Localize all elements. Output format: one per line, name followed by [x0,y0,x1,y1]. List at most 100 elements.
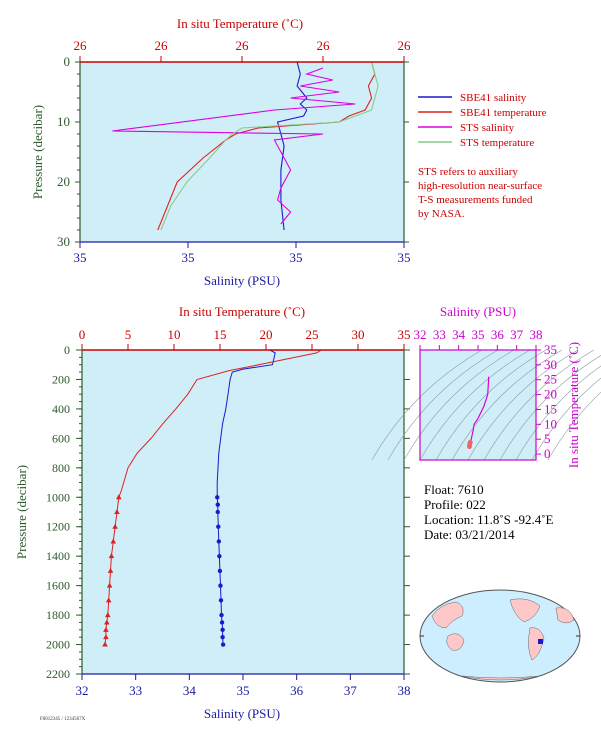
main-ticks [76,344,410,680]
main-series-group [102,349,322,647]
map-ocean [419,589,581,683]
main-pressure-tick-label: 1200 [46,520,70,534]
main-salinity-tick-label: 33 [129,683,142,698]
main-salinity-axis-title: Salinity (PSU) [204,706,280,721]
map-continent-south-america [528,627,545,661]
density-contour [387,349,499,461]
ts-temperature-tick-label: 5 [544,431,551,446]
top-ticks [75,56,409,248]
legend-label: STS salinity [460,122,515,134]
legend-note: T-S measurements funded [418,194,533,206]
temperature-data-point [114,509,120,514]
legend: SBE41 salinity SBE41 temperature STS sal… [418,92,547,220]
map-continent-europe [555,607,575,624]
salinity-data-point [215,502,220,507]
temperature-data-point [104,619,110,625]
top-temperature-tick: 26 [236,38,250,53]
top-temperature-axis-title: In situ Temperature (˚C) [177,16,303,31]
location: Location: 11.8˚S -92.4˚E [424,512,554,527]
main-pressure-tick-label: 1400 [46,549,70,563]
ts-salinity-tick-label: 34 [452,327,466,342]
density-contour [403,349,515,461]
top-series-sts-temperature [160,61,379,231]
main-salinity-tick-label: 36 [290,683,304,698]
density-contour [451,349,563,461]
ts-temperature-tick-label: 25 [544,372,557,387]
density-contour [547,391,601,461]
map-continent-north-america [509,598,541,623]
main-pressure-tick-label: 400 [52,402,70,416]
top-panel: In situ Temperature (˚C) 26 26 26 26 26 … [30,16,411,288]
top-salinity-tick: 35 [290,250,303,265]
ts-panel: Salinity (PSU) 32 33 34 35 36 37 38 0510152025… [371,304,601,468]
density-contour [435,349,547,461]
world-map [419,589,581,683]
top-series-sts-salinity [112,67,356,225]
top-pressure-tick: 10 [57,114,70,129]
salinity-data-point [217,568,223,574]
ts-plot-area [420,350,536,460]
temperature-data-point [102,641,108,647]
profile-number: Profile: 022 [424,497,486,512]
map-continent-antarctica [461,675,541,681]
ts-salinity-tick-label: 37 [510,327,524,342]
ts-salinity-tick-label: 38 [530,327,543,342]
top-pressure-tick: 20 [57,174,70,189]
top-pressure-tick: 0 [64,54,71,69]
main-salinity-tick-label: 35 [237,683,250,698]
float-location-marker [538,639,543,644]
ts-salinity-tick-label: 36 [491,327,505,342]
date: Date: 03/21/2014 [424,527,515,542]
footer-id: F0012345 / 1234567X [40,717,86,722]
ts-salinity-tick-label: 32 [414,327,427,342]
density-contour [531,377,601,461]
main-pressure-tick-label: 2000 [46,638,70,652]
top-salinity-axis-title: Salinity (PSU) [204,273,280,288]
main-salinity-tick-labels: 32 33 34 35 36 37 38 [76,683,411,698]
main-pressure-axis-title: Pressure (decibar) [14,465,29,559]
main-temperature-tick-label: 35 [398,327,411,342]
top-temperature-tick: 26 [398,38,412,53]
salinity-data-point [215,495,220,500]
temperature-data-point [107,567,114,573]
main-pressure-tick-label: 2200 [46,667,70,681]
temperature-data-point [105,597,112,603]
ts-ticks [419,345,541,455]
top-pressure-tick: 30 [57,234,70,249]
legend-note: by NASA. [418,208,465,220]
main-pressure-tick-label: 600 [52,431,70,445]
ts-salinity-tick-label: 33 [433,327,446,342]
main-salinity-tick-label: 38 [398,683,411,698]
top-salinity-tick: 35 [182,250,195,265]
top-plot-area [80,62,404,242]
legend-label: SBE41 salinity [460,92,527,104]
main-temperature-tick-label: 20 [260,327,273,342]
main-salinity-tick-label: 32 [76,683,89,698]
float-info: Float: 7610 Profile: 022 Location: 11.8˚… [424,482,554,542]
top-temperature-tick: 26 [74,38,88,53]
ts-temperature-tick-label: 15 [544,401,557,416]
main-plot-area [82,350,404,674]
main-pressure-tick-label: 1000 [46,490,70,504]
temperature-data-point [106,582,113,588]
salinity-data-point [215,509,220,515]
legend-label: SBE41 temperature [460,107,547,119]
main-temperature-tick-labels: 0 5 10 15 20 25 30 35 [79,327,411,342]
main-temperature-tick-label: 25 [306,327,319,342]
legend-label: STS temperature [460,137,534,149]
salinity-data-point [218,598,224,603]
main-temperature-tick-label: 15 [214,327,227,342]
main-pressure-tick-labels: 0 200 400 600 800 1000 1200 1400 1600 1800 2000 220… [46,343,70,681]
density-contour [499,355,601,461]
ts-temperature-axis-title: In situ Temperature (˚C) [566,342,581,468]
main-pressure-tick-label: 200 [52,372,70,386]
salinity-data-point [220,634,225,640]
density-contour [515,365,601,461]
ts-density-contours [371,349,601,461]
top-salinity-tick: 35 [74,250,87,265]
temperature-data-point [116,494,122,500]
main-temperature-tick-label: 30 [352,327,365,342]
float-id: Float: 7610 [424,482,484,497]
